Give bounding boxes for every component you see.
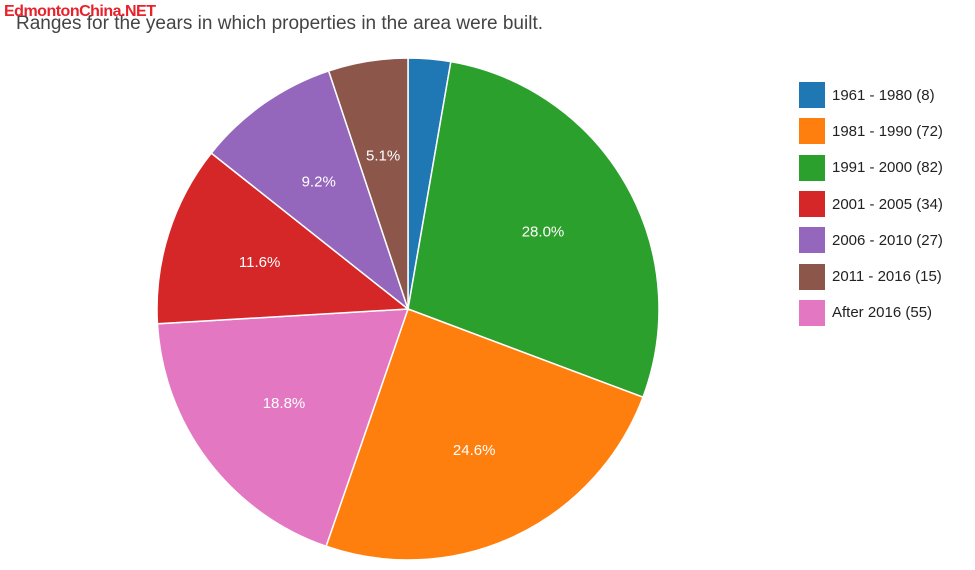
- legend-swatch: [799, 191, 825, 218]
- slice-label: 28.0%: [522, 224, 565, 241]
- legend-item[interactable]: 2001 - 2005 (34): [799, 186, 943, 222]
- legend-item[interactable]: After 2016 (55): [799, 295, 943, 331]
- pie-slice[interactable]: [327, 57, 409, 310]
- legend-swatch: [799, 263, 825, 290]
- legend-item[interactable]: 1981 - 1990 (72): [799, 113, 943, 149]
- legend-swatch: [799, 82, 825, 109]
- slice-label: 11.6%: [239, 254, 280, 271]
- legend-item[interactable]: 2011 - 2016 (15): [799, 258, 943, 294]
- slice-label: 9.2%: [302, 174, 336, 191]
- legend-item[interactable]: 1991 - 2000 (82): [799, 150, 943, 186]
- slice-label: 5.1%: [366, 147, 400, 164]
- pie-slice[interactable]: [407, 60, 660, 399]
- pie-slice[interactable]: [210, 69, 410, 312]
- legend-label: 2006 - 2010 (27): [832, 231, 943, 249]
- legend-label: 1961 - 1980 (8): [832, 86, 935, 104]
- pie-slice[interactable]: [156, 152, 411, 325]
- legend-swatch: [799, 227, 825, 254]
- legend-swatch: [799, 118, 825, 145]
- legend-item[interactable]: 1961 - 1980 (8): [799, 77, 943, 113]
- legend-swatch: [799, 154, 825, 181]
- legend-label: After 2016 (55): [832, 304, 933, 322]
- pie-slice[interactable]: [156, 308, 410, 548]
- slice-label: 24.6%: [453, 442, 496, 459]
- pie-slice[interactable]: [325, 308, 644, 561]
- legend-swatch: [799, 299, 825, 326]
- watermark: EdmontonChina.NET: [4, 3, 156, 20]
- chart-title: Ranges for the years in which properties…: [16, 13, 543, 34]
- legend-label: 2011 - 2016 (15): [832, 268, 942, 286]
- legend-label: 2001 - 2005 (34): [832, 195, 943, 213]
- slice-label: 18.8%: [263, 395, 306, 412]
- legend-label: 1991 - 2000 (82): [832, 159, 943, 177]
- legend-item[interactable]: 2006 - 2010 (27): [799, 222, 943, 258]
- legend-label: 1981 - 1990 (72): [832, 122, 943, 140]
- legend: 1961 - 1980 (8) 1981 - 1990 (72) 1991 - …: [799, 77, 943, 331]
